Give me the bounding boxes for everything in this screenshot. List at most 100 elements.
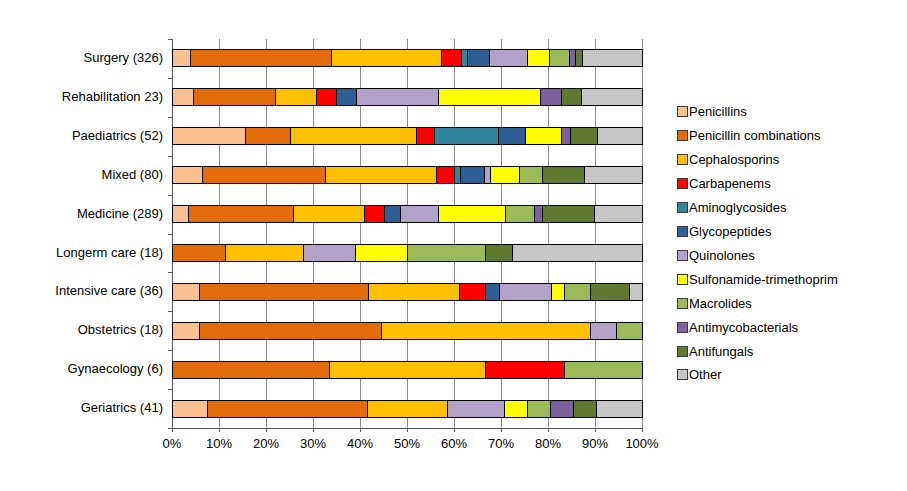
segment-other xyxy=(582,50,642,66)
segment-macrolides xyxy=(505,206,534,222)
segment-quinolones xyxy=(400,206,438,222)
legend-swatch xyxy=(677,298,688,309)
legend-swatch xyxy=(677,274,688,285)
segment-sulfonamide-trimethoprim xyxy=(525,128,561,144)
legend-item-quinolones: Quinolones xyxy=(677,245,755,265)
legend-swatch xyxy=(677,202,688,213)
legend-item-penicillin-combinations: Penicillin combinations xyxy=(677,125,821,145)
category-label: Medicine (289) xyxy=(0,195,163,234)
legend-item-glycopeptides: Glycopeptides xyxy=(677,221,771,241)
legend-swatch xyxy=(677,154,688,165)
segment-other xyxy=(594,206,642,222)
segment-quinolones xyxy=(447,401,504,417)
segment-penicillins xyxy=(173,128,245,144)
value-axis-tick xyxy=(313,428,314,432)
segment-glycopeptides xyxy=(485,284,498,300)
legend-label: Sulfonamide-trimethoprim xyxy=(689,272,838,287)
segment-carbapenems xyxy=(436,167,454,183)
segment-cephalosporins xyxy=(331,50,441,66)
category-axis-tick xyxy=(168,117,172,118)
segment-sulfonamide-trimethoprim xyxy=(527,50,550,66)
legend-label: Antimycobacterials xyxy=(689,320,798,335)
segment-macrolides xyxy=(549,50,569,66)
segment-macrolides xyxy=(564,284,590,300)
legend-label: Cephalosporins xyxy=(689,152,779,167)
value-axis-tick xyxy=(266,428,267,432)
category-axis-tick xyxy=(168,389,172,390)
value-axis-tick xyxy=(407,428,408,432)
segment-other xyxy=(584,167,642,183)
segment-sulfonamide-trimethoprim xyxy=(355,245,407,261)
legend-item-macrolides: Macrolides xyxy=(677,293,752,313)
segment-antifungals xyxy=(575,50,583,66)
segment-antifungals xyxy=(542,167,583,183)
segment-antifungals xyxy=(573,401,596,417)
bar-longerm-care-18 xyxy=(172,244,643,262)
legend-label: Aminoglycosides xyxy=(689,200,787,215)
segment-cephalosporins xyxy=(275,89,316,105)
bar-intensive-care-36 xyxy=(172,283,643,301)
segment-sulfonamide-trimethoprim xyxy=(438,206,505,222)
legend-item-sulfonamide-trimethoprim: Sulfonamide-trimethoprim xyxy=(677,269,838,289)
category-axis-tick xyxy=(168,272,172,273)
segment-other xyxy=(597,128,642,144)
segment-quinolones xyxy=(356,89,438,105)
category-label: Surgery (326) xyxy=(0,39,163,78)
segment-penicillin-combinations xyxy=(173,245,225,261)
segment-antifungals xyxy=(542,206,594,222)
segment-carbapenems xyxy=(441,50,461,66)
segment-antifungals xyxy=(570,128,597,144)
segment-antifungals xyxy=(561,89,581,105)
segment-carbapenems xyxy=(485,362,563,378)
segment-quinolones xyxy=(489,50,527,66)
segment-other xyxy=(629,284,642,300)
segment-carbapenems xyxy=(364,206,384,222)
legend-label: Carbapenems xyxy=(689,176,771,191)
value-axis-line xyxy=(168,428,642,429)
segment-penicillin-combinations xyxy=(190,50,331,66)
value-axis-tick xyxy=(219,428,220,432)
legend-swatch xyxy=(677,178,688,189)
segment-macrolides xyxy=(564,362,642,378)
segment-penicillin-combinations xyxy=(245,128,290,144)
legend-label: Quinolones xyxy=(689,248,755,263)
bar-geriatrics-41 xyxy=(172,400,643,418)
segment-glycopeptides xyxy=(336,89,356,105)
segment-penicillins xyxy=(173,323,199,339)
legend-item-other: Other xyxy=(677,365,722,385)
segment-penicillins xyxy=(173,167,202,183)
segment-cephalosporins xyxy=(329,362,485,378)
legend-label: Glycopeptides xyxy=(689,224,771,239)
category-label: Geriatrics (41) xyxy=(0,389,163,428)
category-axis-tick xyxy=(168,39,172,40)
segment-macrolides xyxy=(519,167,542,183)
segment-cephalosporins xyxy=(367,401,447,417)
segment-antimycobacterials xyxy=(540,89,560,105)
segment-antifungals xyxy=(485,245,511,261)
legend-label: Antifungals xyxy=(689,344,753,359)
segment-penicillins xyxy=(173,206,188,222)
segment-quinolones xyxy=(499,284,551,300)
bar-obstetrics-18 xyxy=(172,322,643,340)
category-label: Obstetrics (18) xyxy=(0,311,163,350)
segment-penicillins xyxy=(173,284,199,300)
segment-penicillins xyxy=(173,89,193,105)
segment-sulfonamide-trimethoprim xyxy=(490,167,519,183)
category-axis-tick xyxy=(168,311,172,312)
value-axis-tick xyxy=(454,428,455,432)
segment-carbapenems xyxy=(316,89,336,105)
segment-penicillin-combinations xyxy=(193,89,275,105)
legend-swatch xyxy=(677,322,688,333)
category-label: Mixed (80) xyxy=(0,156,163,195)
legend-label: Other xyxy=(689,367,722,382)
segment-antimycobacterials xyxy=(534,206,542,222)
segment-carbapenems xyxy=(459,284,485,300)
segment-cephalosporins xyxy=(381,323,589,339)
legend-swatch xyxy=(677,130,688,141)
category-axis-tick xyxy=(168,234,172,235)
segment-penicillins xyxy=(173,50,190,66)
segment-aminoglycosides xyxy=(434,128,497,144)
segment-quinolones xyxy=(590,323,616,339)
value-axis-tick xyxy=(360,428,361,432)
legend-label: Macrolides xyxy=(689,296,752,311)
